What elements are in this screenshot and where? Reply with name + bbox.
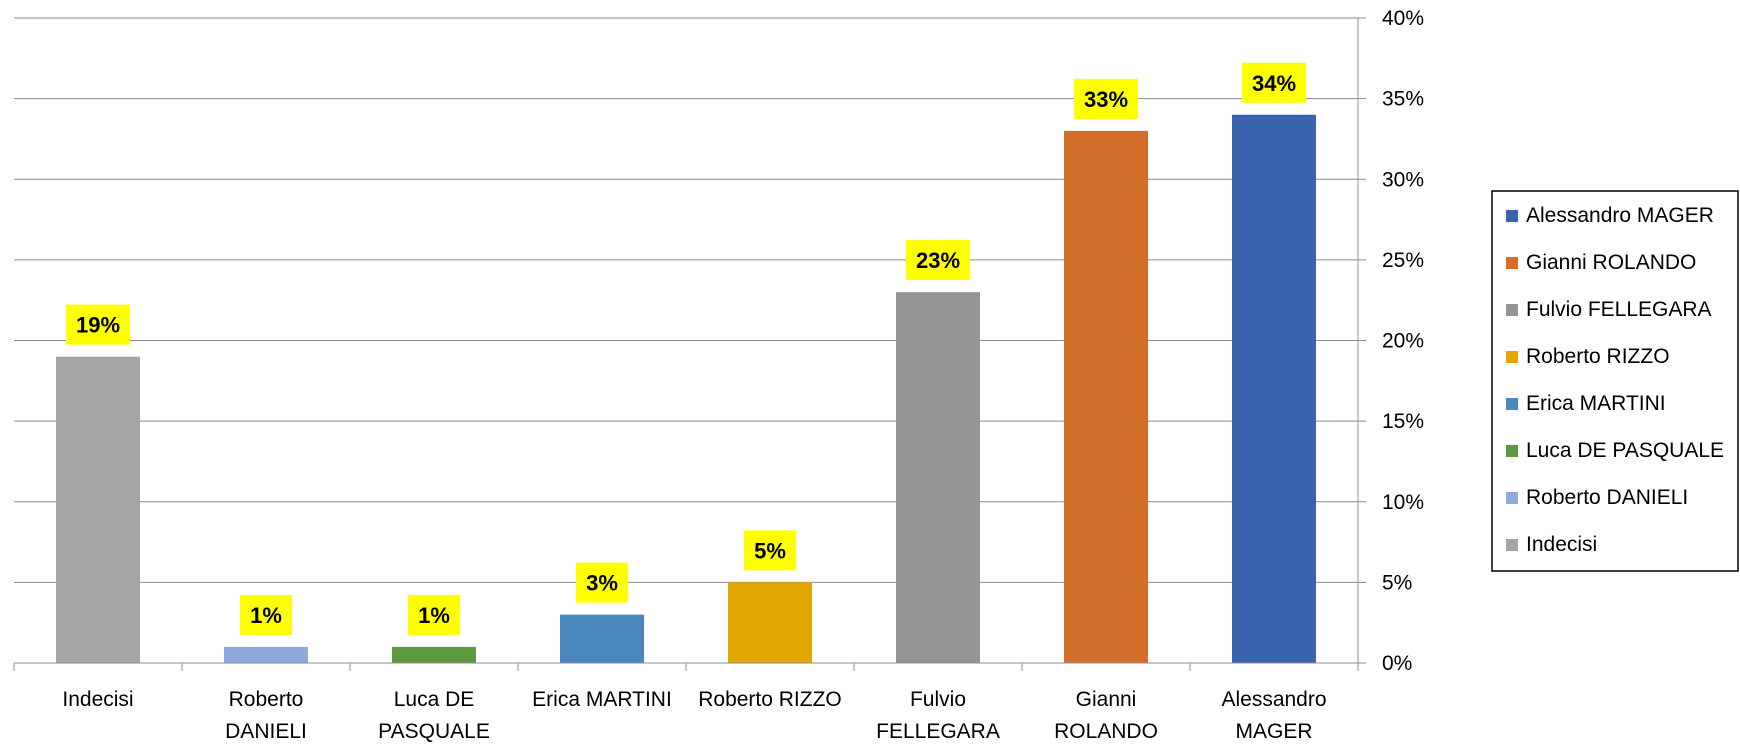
legend-swatch [1506, 257, 1518, 269]
y-tick-label: 25% [1382, 249, 1424, 272]
legend-label: Fulvio FELLEGARA [1526, 298, 1712, 321]
gridlines [14, 17, 1358, 583]
x-axis-categories: Indecisi Roberto DANIELI Luca DE PASQUALE Eri… [62, 688, 1326, 743]
y-tick-label: 35% [1382, 88, 1424, 111]
data-labels: 19% 1% 1% 3% 5% 23% 33% 34% [66, 62, 1306, 635]
x-category-label: Luca DE PASQUALE [378, 688, 490, 743]
x-category-label: Roberto DANIELI [225, 688, 307, 743]
data-label-background [66, 304, 130, 345]
x-category-label-line: FELLEGARA [876, 720, 1000, 743]
y-tick-label: 0% [1382, 652, 1412, 675]
x-category-label: Alessandro MAGER [1221, 688, 1326, 743]
x-category-label-line: Luca DE [394, 688, 475, 711]
legend-swatch [1506, 398, 1518, 410]
legend-label: Luca DE PASQUALE [1526, 439, 1724, 462]
x-category-label-line: Roberto RIZZO [698, 688, 842, 711]
data-label: 1% [418, 603, 450, 628]
x-category-label-line: Erica MARTINI [532, 688, 672, 711]
bar [1232, 114, 1316, 663]
data-label: 5% [754, 538, 786, 563]
legend-label: Alessandro MAGER [1526, 204, 1714, 227]
legend-swatch [1506, 304, 1518, 316]
bar [728, 582, 812, 663]
legend-swatch [1506, 539, 1518, 551]
x-category-label-line: MAGER [1235, 720, 1312, 743]
data-label-background [744, 530, 796, 571]
legend-swatch [1506, 492, 1518, 504]
x-category-label-line: Fulvio [910, 688, 966, 711]
bar [392, 646, 476, 663]
x-category-label-line: Indecisi [62, 688, 133, 711]
data-label: 19% [76, 313, 120, 338]
x-category-label-line: DANIELI [225, 720, 307, 743]
legend-box [1491, 190, 1739, 572]
data-label: 23% [916, 248, 960, 273]
y-tick-label: 40% [1382, 7, 1424, 30]
x-category-label-line: Roberto [229, 688, 304, 711]
legend: Alessandro MAGER Gianni ROLANDO Fulvio FEL… [1491, 190, 1739, 572]
data-label: 33% [1084, 87, 1128, 112]
x-category-label: Gianni ROLANDO [1054, 688, 1158, 743]
y-tick-label: 10% [1382, 491, 1424, 514]
bar [896, 292, 980, 663]
legend-label: Roberto DANIELI [1526, 486, 1688, 509]
x-category-label: Fulvio FELLEGARA [876, 688, 1000, 743]
data-label: 1% [250, 603, 282, 628]
x-category-label: Indecisi [62, 688, 133, 711]
bars [56, 114, 1316, 663]
x-category-label: Erica MARTINI [532, 688, 672, 711]
y-tick-label: 5% [1382, 571, 1412, 594]
x-category-label-line: ROLANDO [1054, 720, 1158, 743]
x-category-label-line: PASQUALE [378, 720, 490, 743]
legend-label: Indecisi [1526, 533, 1597, 556]
bar [56, 356, 140, 663]
data-label-background [240, 594, 292, 635]
x-category-label-line: Gianni [1076, 688, 1137, 711]
data-label-background [1242, 62, 1306, 103]
axes [13, 18, 1359, 671]
data-label-background [1074, 78, 1138, 119]
legend-label: Roberto RIZZO [1526, 345, 1670, 368]
data-label-background [408, 594, 460, 635]
data-label-background [906, 240, 970, 281]
legend-swatch [1506, 351, 1518, 363]
legend-swatch [1506, 445, 1518, 457]
legend-swatch [1506, 210, 1518, 222]
bar [224, 646, 308, 663]
x-category-label: Roberto RIZZO [698, 688, 842, 711]
x-category-label-line: Alessandro [1221, 688, 1326, 711]
data-label-background [576, 562, 628, 603]
legend-label: Gianni ROLANDO [1526, 251, 1696, 274]
data-label: 3% [586, 571, 618, 596]
legend-label: Erica MARTINI [1526, 392, 1666, 415]
y-tick-label: 20% [1382, 330, 1424, 353]
y-tick-label: 15% [1382, 410, 1424, 433]
y-tick-label: 30% [1382, 168, 1424, 191]
bar [1064, 130, 1148, 663]
bar [560, 614, 644, 663]
data-label: 34% [1252, 71, 1296, 96]
y-axis-ticks: 0% 5% 10% 15% 20% 25% 30% 35% 40% [1358, 7, 1424, 675]
